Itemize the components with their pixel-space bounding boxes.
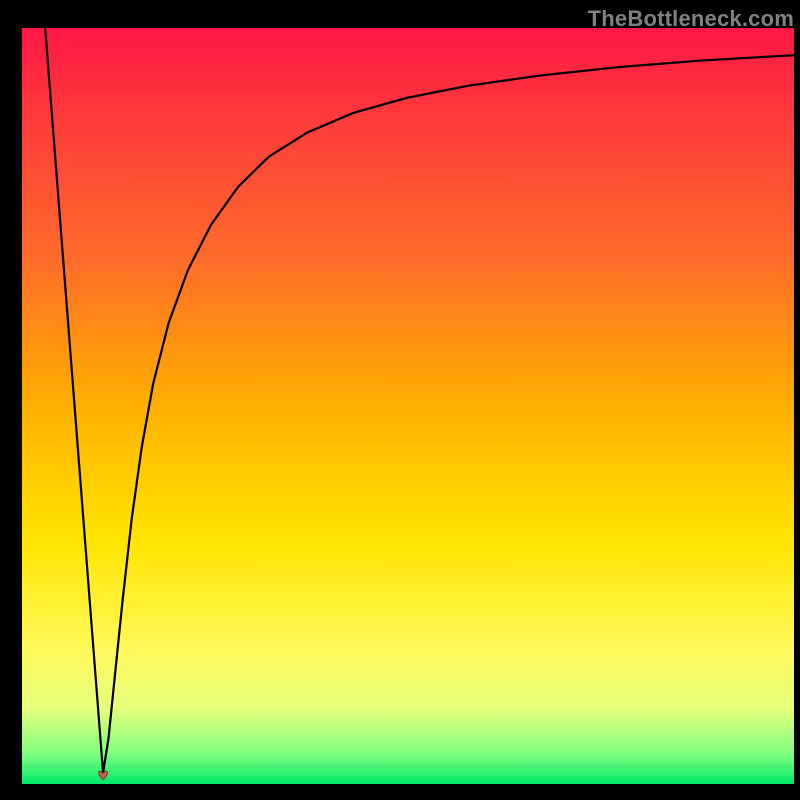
watermark-text: TheBottleneck.com [588, 6, 794, 32]
plot-background [22, 28, 794, 784]
bottleneck-chart [0, 0, 800, 800]
chart-container: TheBottleneck.com [0, 0, 800, 800]
